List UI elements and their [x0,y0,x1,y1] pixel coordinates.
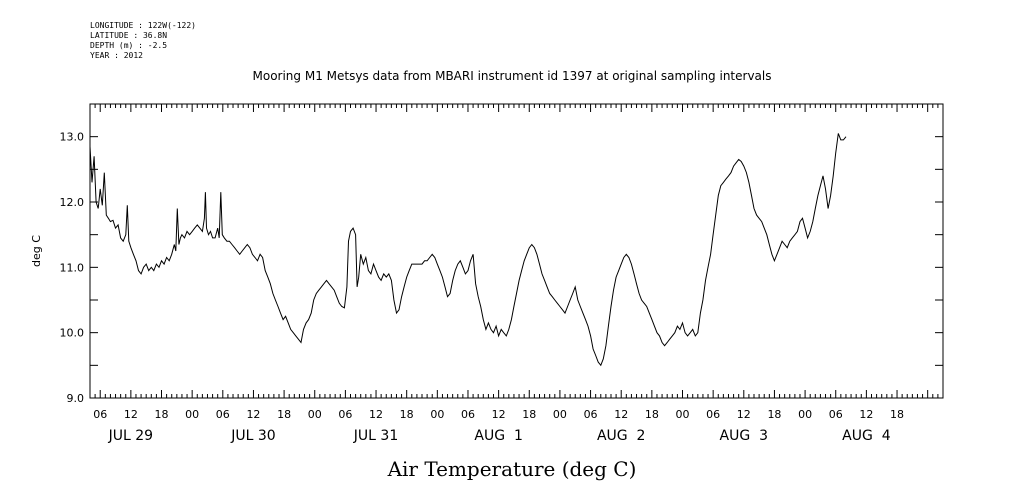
x-tick-label: 06 [829,408,843,421]
metadata-longitude: LONGITUDE : 122W(-122) [90,21,196,30]
y-tick-label: 11.0 [60,261,85,274]
x-tick-label: 12 [614,408,628,421]
metadata-year: YEAR : 2012 [90,51,143,60]
x-tick-label: 00 [308,408,322,421]
y-axis-label: deg C [30,235,43,267]
day-label: AUG 3 [720,428,768,444]
x-tick-label: 00 [676,408,690,421]
x-tick-label: 12 [369,408,383,421]
x-tick-label: 18 [155,408,169,421]
y-tick-labels: 9.0 10.0 11.0 12.0 13.0 [60,131,85,405]
x-tick-label: 18 [400,408,414,421]
metadata-block: LONGITUDE : 122W(-122) LATITUDE : 36.8N … [90,21,196,61]
x-tick-label: 06 [338,408,352,421]
x-tick-label: 00 [553,408,567,421]
metadata-latitude: LATITUDE : 36.8N [90,31,168,40]
x-tick-label: 00 [430,408,444,421]
chart-title: Mooring M1 Metsys data from MBARI instru… [253,69,772,83]
x-tick-label: 00 [798,408,812,421]
y-tick-label: 13.0 [60,131,85,144]
x-tick-label: 18 [277,408,291,421]
x-tick-label: 06 [706,408,720,421]
x-tick-label: 12 [124,408,138,421]
x-tick-labels: 06 12 18 00 06 12 18 00 06 12 18 00 06 12 18 00 06 12 18 00… [93,408,904,421]
day-label: AUG 4 [842,428,891,444]
series-line [89,133,847,367]
plot-frame [89,103,944,399]
x-tick-label: 06 [584,408,598,421]
day-label: AUG 1 [474,428,522,444]
day-label: JUL 29 [108,428,153,444]
day-labels: JUL 29 JUL 30 JUL 31 AUG 1 AUG 2 AUG 3 AUG 4 [108,428,891,444]
x-tick-label: 12 [246,408,260,421]
tick-marks [89,103,944,399]
y-tick-label: 9.0 [67,392,85,405]
x-tick-label: 06 [216,408,230,421]
day-label: JUL 31 [353,428,398,444]
x-tick-label: 00 [185,408,199,421]
x-tick-label: 18 [645,408,659,421]
x-tick-label: 18 [522,408,536,421]
day-label: AUG 2 [597,428,645,444]
x-tick-label: 12 [492,408,506,421]
x-axis-label: Air Temperature (deg C) [387,457,637,481]
x-tick-label: 06 [93,408,107,421]
y-tick-label: 12.0 [60,196,85,209]
metadata-depth: DEPTH (m) : -2.5 [90,41,168,50]
x-tick-label: 06 [461,408,475,421]
x-tick-label: 12 [859,408,873,421]
day-label: JUL 30 [230,428,275,444]
x-tick-label: 18 [890,408,904,421]
x-tick-label: 12 [737,408,751,421]
x-tick-label: 18 [767,408,781,421]
y-tick-label: 10.0 [60,327,85,340]
